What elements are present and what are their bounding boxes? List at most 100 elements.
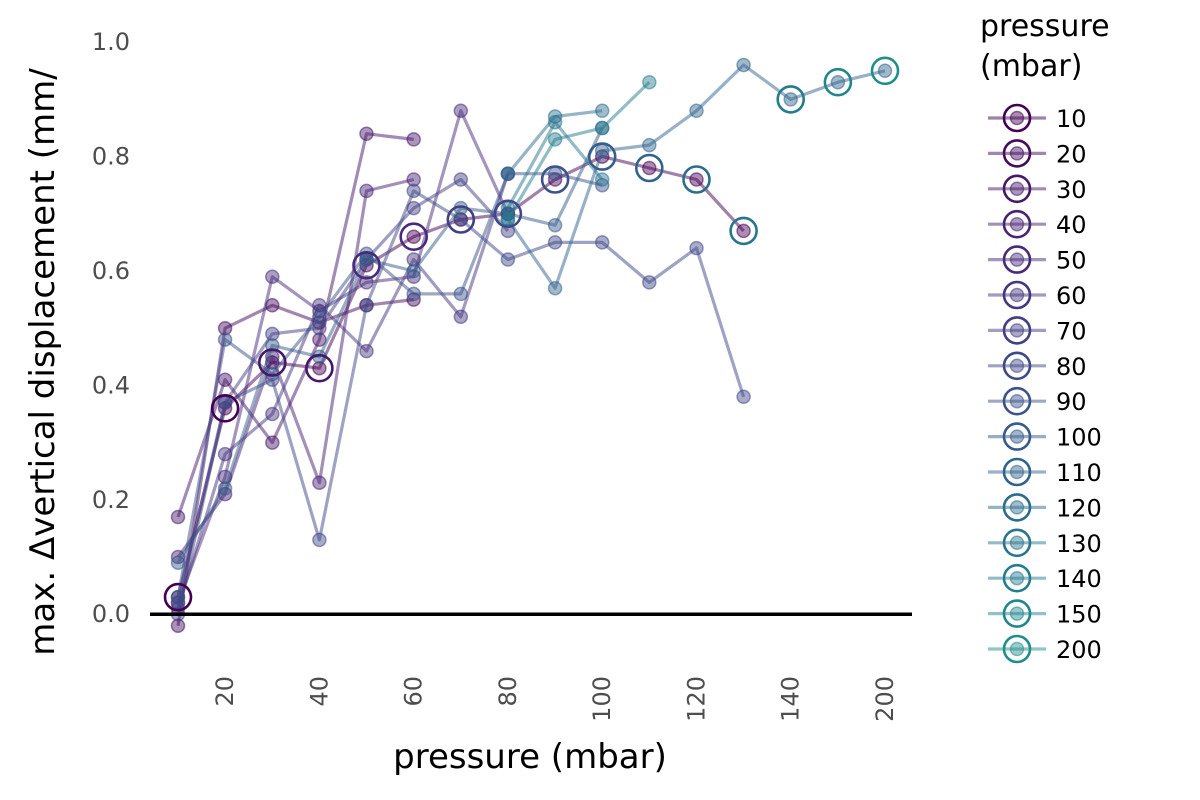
- y-tick-label: 0.8: [92, 143, 130, 171]
- data-point: [453, 103, 469, 119]
- legend-item-80: 80: [988, 351, 1087, 381]
- legend-item-140: 140: [988, 563, 1102, 593]
- data-point: [312, 475, 327, 490]
- legend-mean-marker: [1002, 103, 1032, 133]
- x-tick-label: 40: [305, 676, 333, 707]
- legend-point: [1009, 570, 1025, 586]
- data-point: [359, 343, 374, 359]
- data-point: [359, 183, 374, 199]
- data-point: [217, 481, 233, 496]
- series-line-100: [176, 127, 604, 564]
- series-110: [500, 57, 893, 296]
- legend-label: 110: [1056, 459, 1102, 487]
- data-point: [594, 120, 610, 136]
- data-point: [736, 223, 751, 239]
- data-point: [170, 589, 186, 605]
- data-point: [170, 555, 186, 570]
- legend-item-90: 90: [988, 386, 1087, 416]
- x-tick-label: 60: [400, 676, 428, 707]
- y-tick-label: 1.0: [92, 28, 130, 56]
- data-point: [547, 132, 563, 147]
- data-point: [453, 286, 469, 302]
- y-tick-label: 0.2: [92, 486, 130, 514]
- data-point: [406, 183, 421, 199]
- legend-label: 40: [1056, 211, 1087, 239]
- legend-item-120: 120: [988, 493, 1102, 522]
- legend-label: 150: [1056, 601, 1102, 629]
- legend-point: [1009, 216, 1025, 232]
- data-point: [217, 372, 233, 387]
- legend-item-110: 110: [988, 457, 1102, 487]
- legend-item-70: 70: [988, 316, 1087, 345]
- legend-point: [1009, 323, 1025, 338]
- data-point: [877, 63, 893, 79]
- data-point: [830, 74, 846, 90]
- series-130: [500, 115, 610, 216]
- x-tick-label: 20: [211, 676, 239, 707]
- data-point: [547, 115, 563, 130]
- legend-point: [1009, 606, 1025, 621]
- legend-mean-marker: [1002, 280, 1032, 310]
- legend-title-line1: pressure: [980, 9, 1110, 44]
- data-point: [312, 332, 327, 347]
- legend-item-30: 30: [988, 174, 1087, 204]
- series-line-50: [176, 109, 510, 604]
- data-point: [265, 326, 280, 342]
- mean-markers: [163, 56, 900, 612]
- data-point: [312, 320, 327, 336]
- series-140: [500, 74, 657, 227]
- legend-label: 120: [1056, 494, 1102, 522]
- mean-marker: [446, 205, 476, 234]
- data-point: [217, 332, 233, 347]
- legend-point: [1009, 146, 1025, 161]
- legend-mean-marker: [1002, 209, 1032, 239]
- legend-mean-marker: [1002, 563, 1032, 593]
- legend-point: [1009, 429, 1025, 444]
- legend-mean-marker: [1002, 351, 1032, 381]
- mean-marker: [776, 85, 806, 114]
- mean-marker: [305, 353, 334, 383]
- legend-label: 90: [1056, 388, 1087, 416]
- series-line-110: [506, 63, 886, 290]
- data-point: [642, 160, 657, 176]
- legend-point: [1009, 110, 1025, 126]
- data-point: [359, 126, 374, 141]
- legend-label: 80: [1056, 353, 1087, 381]
- legend-mean-marker: [1002, 316, 1032, 345]
- series-line-70: [176, 177, 510, 615]
- legend-label: 100: [1056, 424, 1102, 452]
- legend-mean-marker: [1002, 422, 1032, 451]
- legend-point: [1009, 500, 1025, 515]
- legend-point: [1009, 181, 1025, 197]
- mean-marker: [634, 153, 664, 183]
- mean-marker: [352, 250, 381, 280]
- data-point: [217, 446, 233, 462]
- legend-label: 50: [1056, 247, 1087, 275]
- legend-item-150: 150: [988, 599, 1102, 629]
- data-point: [594, 143, 610, 159]
- legend-item-100: 100: [988, 422, 1102, 452]
- legend-item-40: 40: [988, 209, 1087, 239]
- data-point: [689, 103, 704, 119]
- x-axis-title: pressure (mbar): [393, 737, 667, 777]
- data-point: [547, 217, 563, 233]
- mean-marker: [399, 222, 429, 251]
- mean-marker: [870, 56, 900, 86]
- data-point: [406, 252, 421, 267]
- data-point: [312, 309, 327, 325]
- series-90: [170, 166, 610, 605]
- data-point: [594, 103, 610, 119]
- series-line-80: [176, 189, 746, 604]
- legend-point: [1009, 358, 1025, 374]
- data-point: [594, 235, 610, 250]
- data-point: [406, 229, 421, 244]
- legend-mean-marker: [1002, 139, 1032, 168]
- data-point: [170, 618, 186, 633]
- legend-mean-marker: [1002, 457, 1032, 487]
- data-point: [642, 137, 657, 153]
- data-point: [312, 298, 327, 313]
- data-point: [217, 395, 233, 410]
- legend-point: [1009, 641, 1025, 657]
- mean-marker: [257, 348, 287, 377]
